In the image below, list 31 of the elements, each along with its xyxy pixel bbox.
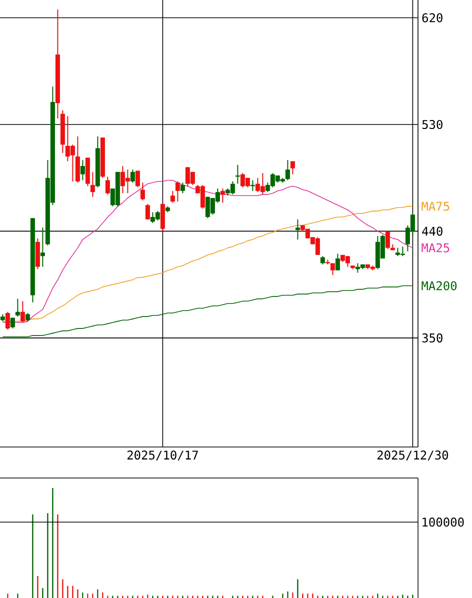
series-label: MA200 xyxy=(422,281,457,290)
x-tick-label: 2025/10/17 xyxy=(127,450,198,461)
candlestick xyxy=(40,227,45,268)
candlestick xyxy=(5,311,10,330)
candlestick xyxy=(180,182,185,194)
candlestick xyxy=(15,298,20,318)
candlestick xyxy=(140,182,145,201)
candlestick xyxy=(145,203,150,220)
candlestick xyxy=(220,188,225,204)
candlestick xyxy=(130,169,135,184)
series-label: MA75 xyxy=(422,202,450,211)
candlestick xyxy=(285,160,290,181)
candlestick xyxy=(330,262,335,276)
candlestick xyxy=(335,253,340,271)
y-tick-label: 350 xyxy=(422,333,442,342)
text: 100000 xyxy=(422,518,464,527)
candlestick xyxy=(80,160,85,181)
candlestick xyxy=(90,171,95,198)
series-label: MA25 xyxy=(422,243,450,252)
candlestick xyxy=(295,218,300,240)
candlestick xyxy=(20,300,25,324)
candlestick xyxy=(385,230,390,250)
y-tick-label: 620 xyxy=(422,13,442,22)
candlestick xyxy=(290,160,295,175)
x-tick-label: 2025/12/30 xyxy=(377,450,448,461)
candlestick xyxy=(105,176,110,195)
y-tick-label: 440 xyxy=(422,226,442,236)
candlestick xyxy=(170,190,175,204)
candlestick xyxy=(175,180,180,202)
y-tick-label: 530 xyxy=(422,120,442,130)
candlestick xyxy=(135,170,140,188)
